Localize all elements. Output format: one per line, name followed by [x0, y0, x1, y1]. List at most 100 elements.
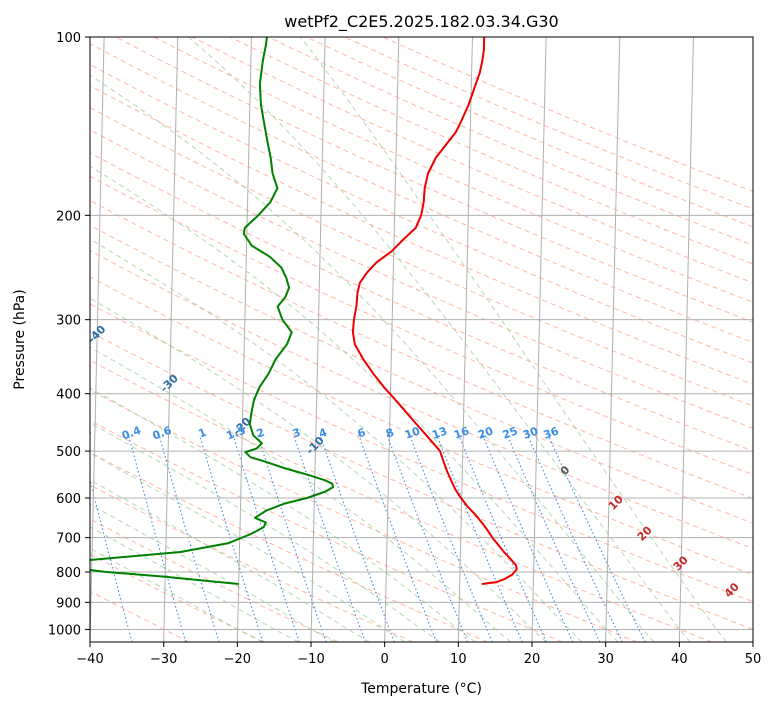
y-axis-label: Pressure (hPa): [12, 289, 28, 389]
chart-title: wetPf2_C2E5.2025.182.03.34.G30: [284, 12, 558, 32]
sounding-profiles: [90, 37, 518, 585]
dry-adiabats: [90, 37, 753, 642]
dry-adiabat: [306, 37, 753, 228]
x-tick-label: 10: [450, 652, 467, 667]
dry-adiabat: [191, 37, 753, 284]
mixing-ratio-label: 3: [291, 426, 303, 441]
dry-adiabat: [90, 107, 753, 407]
moist-adiabat-label: 20: [635, 523, 655, 543]
isotherms: [90, 37, 753, 642]
dry-adiabat: [90, 590, 190, 642]
dry-adiabat: [382, 37, 753, 193]
mixing-ratio-label: 0.2: [70, 424, 93, 443]
x-tick-label: −10: [297, 652, 324, 667]
dewpoint-profile: [90, 37, 334, 585]
mixing-ratio-label: 0.1: [24, 424, 47, 443]
dry-adiabat: [90, 331, 753, 630]
moist-adiabat: [300, 37, 727, 642]
moist-adiabats: [90, 37, 727, 642]
y-tick-label: 600: [56, 492, 81, 507]
mixing-ratio-label: 36: [542, 424, 561, 442]
dry-adiabat: [90, 224, 753, 524]
mixing-ratio-line: [436, 435, 523, 642]
temperature-profile: [351, 37, 518, 585]
x-tick-label: 50: [745, 652, 762, 667]
moist-adiabat: [90, 346, 512, 642]
mixing-ratio-label: 0.4: [120, 424, 143, 443]
moist-adiabat: [188, 37, 691, 642]
background-line-labels: -100-90-80-70-60-50-40-30-20-10 0.10.20.…: [24, 322, 742, 600]
mixing-ratio-label: 13: [430, 424, 449, 441]
dry-adiabat: [90, 43, 753, 343]
dry-adiabat: [90, 85, 753, 385]
isotherm: [90, 37, 105, 642]
mixing-ratio-label: 8: [384, 426, 396, 441]
x-tick-label: −40: [76, 652, 103, 667]
dry-adiabat: [90, 389, 638, 642]
mixing-ratio-label: 6: [356, 426, 368, 441]
isotherm: [605, 37, 621, 642]
mixing-ratio-label: 0.6: [151, 424, 174, 443]
mixing-ratio-line: [319, 435, 395, 642]
mixing-ratio-label: 25: [501, 424, 520, 441]
mixing-ratio-label: 16: [452, 424, 471, 442]
mixing-ratio-line: [547, 434, 646, 642]
mixing-ratio-label: 4: [317, 426, 329, 441]
isotherm: [457, 37, 473, 642]
moist-adiabat: [90, 422, 441, 642]
y-tick-label: 900: [56, 596, 81, 611]
y-tick-label: 100: [56, 31, 81, 46]
moist-adiabat: [90, 547, 263, 642]
y-tick-label: 300: [56, 314, 81, 329]
moist-adiabat: [90, 503, 335, 642]
dry-adiabat: [90, 152, 753, 452]
moist-adiabat: [90, 297, 547, 642]
dry-adiabat: [90, 484, 414, 642]
isotherm: [163, 37, 179, 642]
moist-adiabat: [90, 387, 476, 642]
dry-adiabat: [90, 553, 264, 642]
isotherm: [236, 37, 252, 642]
x-tick-label: 0: [381, 652, 389, 667]
mixing-ratio-line: [358, 435, 437, 642]
x-tick-label: 40: [671, 652, 688, 667]
dry-adiabat: [90, 175, 753, 476]
moist-adiabat: [90, 452, 406, 642]
mixing-ratio-label: 20: [476, 424, 495, 442]
moist-adiabat: [90, 238, 583, 642]
x-tick-label: 20: [524, 652, 541, 667]
dry-adiabat: [268, 37, 753, 246]
isotherm: [678, 37, 694, 642]
x-tick-label: −30: [150, 652, 177, 667]
moist-adiabat-label: 40: [722, 580, 742, 600]
x-axis-ticks: −40 −30 −20 −10 0 10 20 30 40 50: [76, 642, 761, 667]
mixing-ratio-line: [506, 434, 601, 642]
x-tick-label: −20: [224, 652, 251, 667]
mixing-ratio-line: [158, 435, 220, 642]
mixing-ratio-label: 1.5: [225, 424, 248, 443]
mixing-ratio-label: 1: [197, 426, 209, 441]
mixing-ratio-line: [527, 434, 623, 642]
x-axis-label: Temperature (°C): [360, 681, 482, 697]
dry-adiabat: [90, 63, 753, 364]
y-tick-label: 700: [56, 532, 81, 547]
dry-adiabat: [90, 199, 753, 500]
isotherm: [531, 37, 547, 642]
y-tick-label: 200: [56, 209, 81, 224]
mixing-ratio-line: [458, 434, 547, 642]
mixing-ratio-label: 10: [403, 424, 422, 442]
moist-adiabat: [90, 526, 299, 642]
isotherm: [752, 620, 753, 642]
plot-frame: [89, 36, 754, 643]
mixing-ratio-label: 30: [521, 424, 540, 442]
dry-adiabat: [90, 250, 753, 550]
mixing-ratio-line: [293, 435, 366, 642]
mixing-ratio-label: 2: [255, 426, 267, 441]
mixing-ratio-line: [128, 435, 187, 642]
isotherm: [310, 37, 326, 642]
moist-adiabat: [90, 74, 655, 642]
dry-adiabat: [90, 276, 753, 576]
mixing-ratio-lines: [90, 434, 646, 642]
plot-background-lines: [90, 37, 753, 642]
